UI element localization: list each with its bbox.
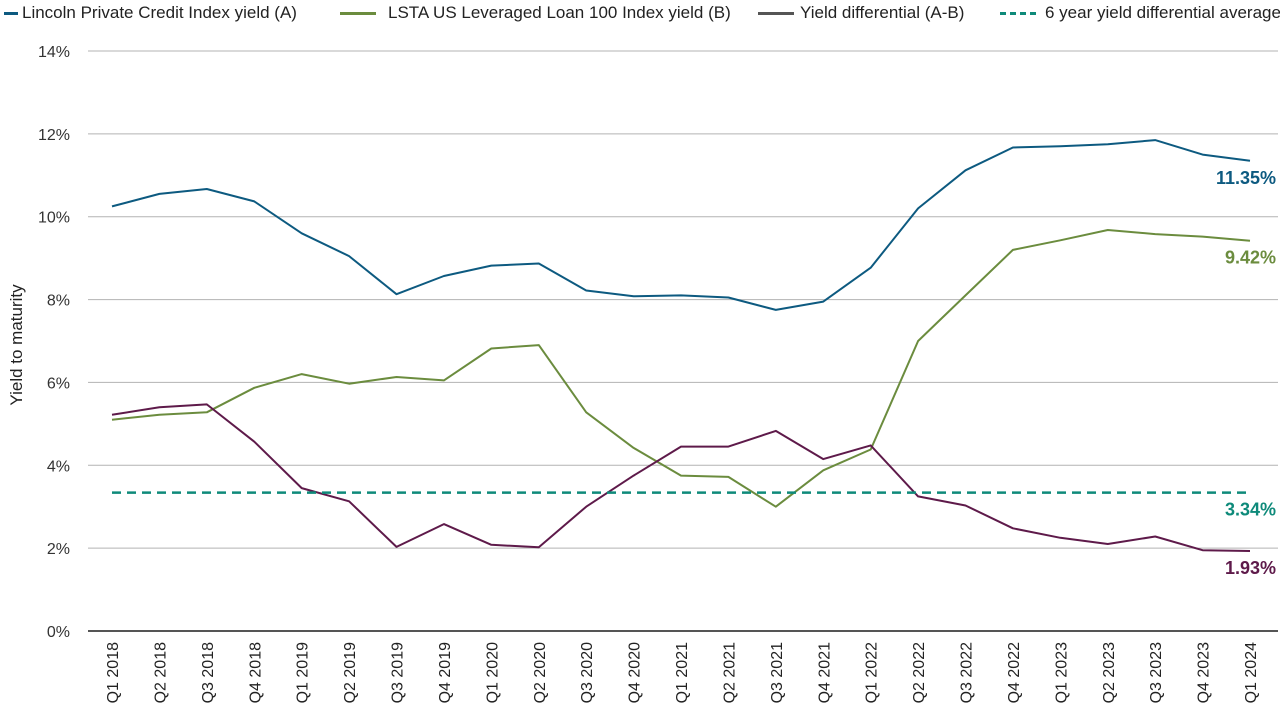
x-tick-label: Q3 2023 xyxy=(1148,642,1165,703)
x-tick-label: Q4 2020 xyxy=(627,642,644,703)
x-tick-label: Q4 2023 xyxy=(1196,642,1213,703)
end-value-label: 9.42% xyxy=(1225,248,1276,268)
x-tick-label: Q1 2023 xyxy=(1053,642,1070,703)
y-axis-label: Yield to maturity xyxy=(7,284,26,406)
legend-label-lincoln: Lincoln Private Credit Index yield (A) xyxy=(22,3,297,22)
x-tick-label: Q1 2022 xyxy=(864,642,881,703)
y-tick-label: 8% xyxy=(47,293,70,310)
y-tick-label: 4% xyxy=(47,458,70,475)
x-tick-label: Q3 2018 xyxy=(200,642,217,703)
end-value-label: 11.35% xyxy=(1216,168,1276,188)
x-tick-label: Q4 2021 xyxy=(816,642,833,703)
x-tick-label: Q3 2019 xyxy=(390,642,407,703)
x-tick-label: Q2 2022 xyxy=(911,642,928,703)
x-tick-label: Q3 2020 xyxy=(579,642,596,703)
x-tick-label: Q4 2018 xyxy=(247,642,264,703)
x-tick-label: Q2 2019 xyxy=(342,642,359,703)
series-line xyxy=(111,403,1251,552)
x-tick-label: Q3 2022 xyxy=(959,642,976,703)
legend-label-lsta: LSTA US Leveraged Loan 100 Index yield (… xyxy=(388,3,731,22)
y-tick-label: 12% xyxy=(38,127,70,144)
x-tick-label: Q2 2018 xyxy=(152,642,169,703)
x-tick-label: Q2 2023 xyxy=(1101,642,1118,703)
x-tick-label: Q1 2021 xyxy=(674,642,691,703)
legend-label-average: 6 year yield differential average xyxy=(1045,3,1280,22)
grid-lines xyxy=(88,50,1278,632)
y-axis-tick-labels: 0% 2% 4% 6% 8% 10% 12% 14% xyxy=(38,44,70,641)
end-value-labels: 11.35% 9.42% 1.93% 3.34% xyxy=(1216,168,1276,578)
x-tick-label: Q2 2021 xyxy=(721,642,738,703)
legend-swatch-average xyxy=(1000,11,1036,15)
x-tick-label: Q1 2024 xyxy=(1243,642,1260,703)
x-tick-label: Q1 2018 xyxy=(105,642,122,703)
legend-swatch-lsta xyxy=(340,11,376,15)
x-tick-label: Q4 2019 xyxy=(437,642,454,703)
legend-item-lsta: LSTA US Leveraged Loan 100 Index yield (… xyxy=(340,3,731,23)
series-line xyxy=(111,139,1251,311)
end-value-label: 3.34% xyxy=(1225,500,1276,520)
y-tick-label: 14% xyxy=(38,44,70,61)
y-tick-label: 6% xyxy=(47,375,70,392)
legend-label-differential: Yield differential (A-B) xyxy=(800,3,965,22)
legend-item-lincoln: Lincoln Private Credit Index yield (A) xyxy=(4,3,297,23)
x-tick-label: Q3 2021 xyxy=(769,642,786,703)
legend-swatch-differential xyxy=(758,11,794,15)
chart-legend: Lincoln Private Credit Index yield (A) L… xyxy=(0,3,1280,29)
x-tick-label: Q1 2019 xyxy=(295,642,312,703)
series-lines xyxy=(111,139,1251,552)
legend-swatch-lincoln xyxy=(4,11,18,15)
y-tick-label: 10% xyxy=(38,210,70,227)
legend-item-differential: Yield differential (A-B) xyxy=(758,3,964,23)
series-line xyxy=(111,229,1251,508)
y-tick-label: 2% xyxy=(47,541,70,558)
x-tick-label: Q1 2020 xyxy=(484,642,501,703)
end-value-label: 1.93% xyxy=(1225,558,1276,578)
y-tick-label: 0% xyxy=(47,624,70,641)
x-axis-tick-labels: Q1 2018 Q2 2018 Q3 2018 Q4 2018 Q1 2019 Q2 20… xyxy=(105,642,1260,703)
legend-item-average: 6 year yield differential average xyxy=(1000,3,1280,23)
x-tick-label: Q2 2020 xyxy=(532,642,549,703)
x-tick-label: Q4 2022 xyxy=(1006,642,1023,703)
